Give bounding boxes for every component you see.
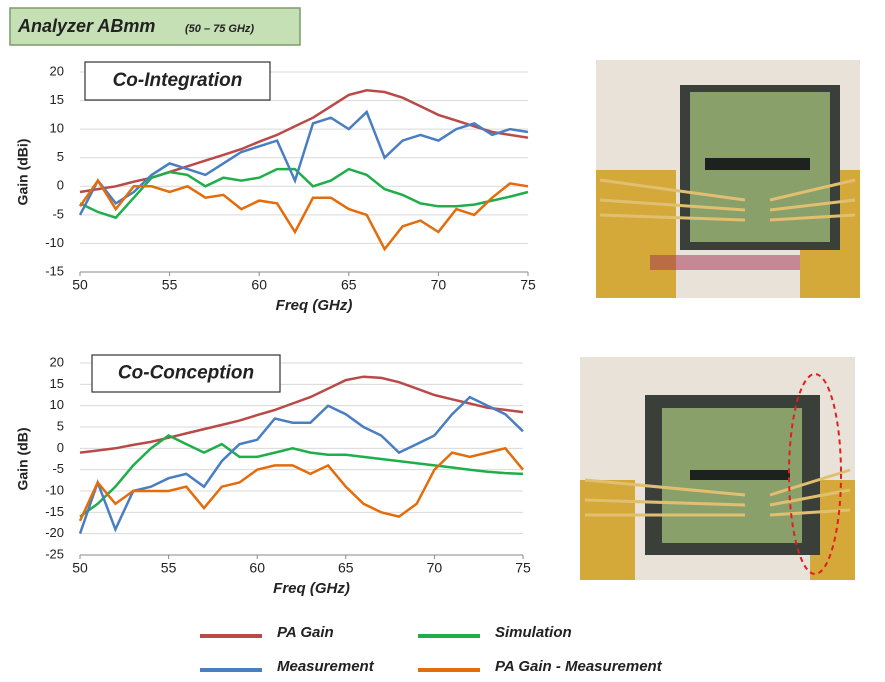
y-tick-label: -5 <box>52 206 64 221</box>
y-tick-label: -15 <box>45 504 64 519</box>
legend-label: PA Gain - Measurement <box>495 658 663 675</box>
x-axis-label: Freq (GHz) <box>276 297 353 314</box>
photo-1 <box>596 60 860 298</box>
y-tick-label: 5 <box>57 418 64 433</box>
x-tick-label: 75 <box>515 560 531 576</box>
annotation: Co-Integration <box>113 70 243 91</box>
y-tick-label: 20 <box>50 354 64 369</box>
y-tick-label: 20 <box>50 63 64 78</box>
legend: PA Gain Simulation Measurement PA Gain - Me… <box>200 624 663 675</box>
y-tick-label: 0 <box>57 440 64 455</box>
header-subtitle: (50 – 75 GHz) <box>185 23 254 35</box>
y-tick-label: -10 <box>45 482 64 497</box>
x-tick-label: 70 <box>431 277 447 293</box>
photo-2 <box>580 357 855 580</box>
y-tick-label: 0 <box>57 178 64 193</box>
annotation: Co-Conception <box>118 363 254 384</box>
y-tick-label: -20 <box>45 525 64 540</box>
series-line <box>79 434 524 518</box>
x-tick-label: 75 <box>520 277 536 293</box>
legend-label: Measurement <box>277 658 375 675</box>
y-tick-label: -25 <box>45 546 64 561</box>
x-tick-label: 55 <box>161 560 177 576</box>
x-tick-label: 65 <box>341 277 357 293</box>
series-line <box>79 167 529 220</box>
series-line <box>78 446 524 522</box>
y-tick-label: 10 <box>50 397 64 412</box>
series-line <box>79 375 524 454</box>
y-tick-label: 5 <box>57 149 64 164</box>
y-tick-label: -10 <box>45 235 64 250</box>
y-tick-label: 15 <box>50 92 64 107</box>
x-tick-label: 60 <box>251 277 267 293</box>
legend-label: Simulation <box>495 624 572 641</box>
y-axis-label: Gain (dB) <box>15 428 31 491</box>
x-tick-label: 65 <box>338 560 354 576</box>
legend-label: PA Gain <box>277 624 334 641</box>
y-tick-label: -5 <box>52 461 64 476</box>
annotation-box <box>91 354 281 393</box>
series-line <box>78 178 529 252</box>
x-tick-label: 60 <box>249 560 265 576</box>
x-tick-label: 55 <box>162 277 178 293</box>
y-tick-label: 10 <box>50 121 64 136</box>
series-line <box>78 395 524 535</box>
header-box <box>9 7 301 46</box>
x-tick-label: 70 <box>427 560 443 576</box>
x-tick-label: 50 <box>72 560 88 576</box>
y-tick-label: -15 <box>45 263 64 278</box>
x-axis-label: Freq (GHz) <box>273 580 350 597</box>
y-tick-label: 15 <box>50 376 64 391</box>
annotation-box <box>84 61 271 101</box>
series-line <box>78 109 529 216</box>
x-tick-label: 50 <box>72 277 88 293</box>
y-axis-label: Gain (dBi) <box>15 139 31 206</box>
header-title: Analyzer ABmm <box>17 16 155 36</box>
